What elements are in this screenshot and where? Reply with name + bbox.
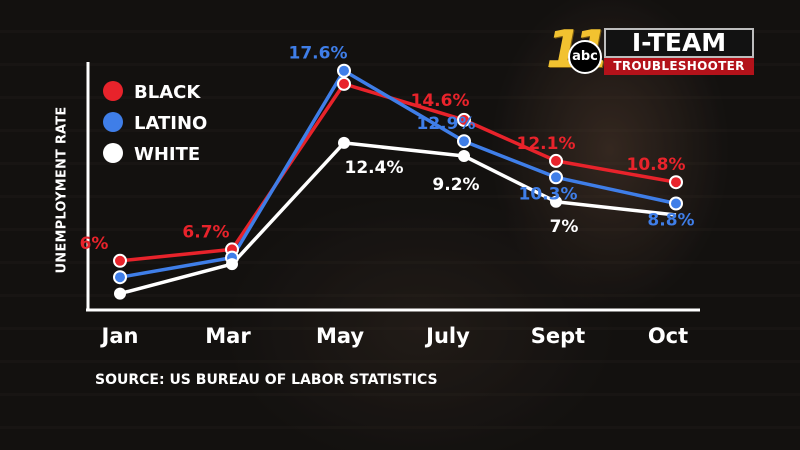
- x-tick-label-jan: Jan: [100, 324, 139, 348]
- data-label-black-mar: 6.7%: [182, 222, 229, 242]
- data-point-latino-jan: [113, 270, 127, 285]
- data-label-white-july: 9.2%: [432, 175, 479, 195]
- data-point-black-july: [457, 112, 471, 127]
- data-point-white-sept: [550, 195, 562, 208]
- x-tick-label-oct: Oct: [648, 324, 688, 348]
- legend-marker-latino: [103, 112, 123, 132]
- data-label-black-sept: 12.1%: [517, 134, 576, 154]
- data-point-white-july: [458, 150, 470, 162]
- data-point-black-may: [337, 76, 351, 91]
- data-label-latino-may: 17.6%: [289, 44, 348, 64]
- y-axis-label: UNEMPLOYMENT RATE: [54, 106, 70, 274]
- station-logo: 11 abc I-TEAM TROUBLESHOOTER: [546, 20, 758, 80]
- data-label-black-july: 14.6%: [411, 91, 470, 111]
- source-note: SOURCE: US BUREAU OF LABOR STATISTICS: [95, 372, 438, 388]
- data-label-latino-oct: 8.8%: [647, 210, 694, 230]
- data-point-latino-sept: [549, 170, 563, 185]
- series-line-latino: [119, 68, 677, 279]
- x-tick-label-may: May: [316, 324, 364, 348]
- data-point-black-jan: [113, 253, 127, 268]
- data-label-white-sept: 7%: [550, 217, 579, 237]
- data-label-black-jan: 6%: [80, 234, 109, 254]
- legend-label-white: WHITE: [134, 144, 200, 165]
- logo-subtitle: TROUBLESHOOTER: [604, 58, 754, 75]
- data-point-latino-oct: [669, 196, 683, 211]
- x-tick-label-july: July: [424, 324, 470, 348]
- legend-label-latino: LATINO: [134, 113, 207, 134]
- data-label-black-oct: 10.8%: [627, 155, 686, 175]
- logo-network-bug: abc: [568, 40, 602, 74]
- data-label-latino-july: 12.9%: [417, 114, 476, 134]
- x-tick-label-sept: Sept: [531, 324, 585, 348]
- data-label-white-may: 12.4%: [345, 158, 404, 178]
- data-point-black-oct: [669, 175, 683, 190]
- legend-marker-black: [103, 81, 123, 101]
- data-point-white-jan: [114, 287, 126, 300]
- legend-marker-white: [103, 143, 123, 163]
- data-label-latino-sept: 10.3%: [519, 184, 578, 204]
- data-point-latino-july: [457, 134, 471, 149]
- series-line-black: [119, 82, 677, 263]
- legend-label-black: BLACK: [134, 82, 201, 103]
- data-point-white-may: [338, 136, 350, 149]
- series-line-white: [119, 141, 677, 296]
- data-point-black-sept: [549, 153, 563, 168]
- data-point-white-mar: [226, 258, 238, 271]
- logo-title: I-TEAM: [604, 28, 754, 58]
- data-point-latino-may: [337, 63, 351, 78]
- x-tick-label-mar: Mar: [205, 324, 251, 348]
